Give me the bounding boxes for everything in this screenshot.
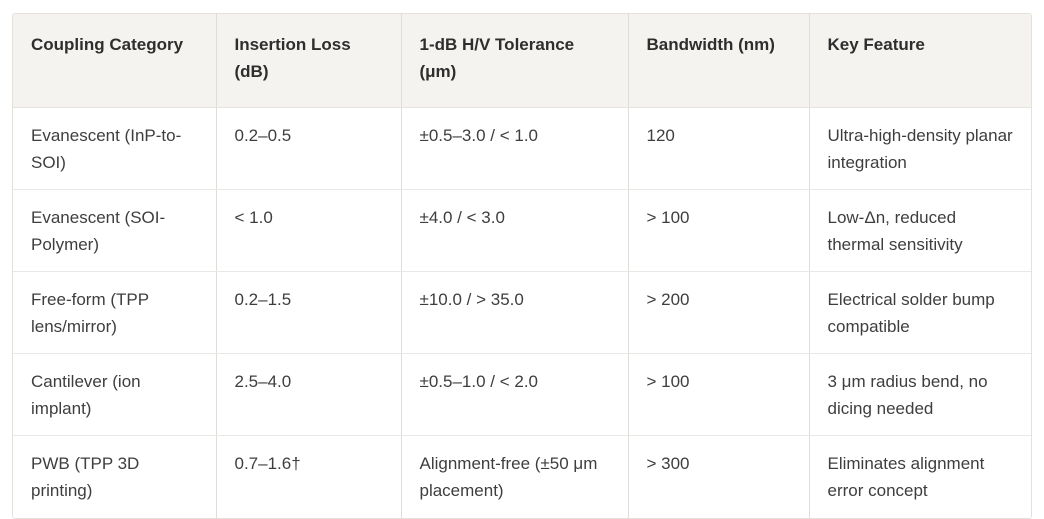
cell-coupling-category: Free-form (TPP lens/mirror)	[13, 271, 217, 354]
cell-coupling-category: Cantilever (ion implant)	[13, 353, 217, 436]
column-header-coupling-category: Coupling Category	[13, 14, 217, 108]
cell-coupling-category: PWB (TPP 3D printing)	[13, 435, 217, 518]
cell-coupling-category: Evanescent (SOI-Polymer)	[13, 189, 217, 272]
cell-bandwidth: 120	[628, 107, 810, 190]
table-row: Cantilever (ion implant) 2.5–4.0 ±0.5–1.…	[13, 353, 1031, 436]
table-row: Evanescent (InP-to-SOI) 0.2–0.5 ±0.5–3.0…	[13, 107, 1031, 190]
cell-key-feature: Low-Δn, reduced thermal sensitivity	[809, 189, 1031, 272]
cell-insertion-loss: < 1.0	[216, 189, 402, 272]
cell-insertion-loss: 0.7–1.6†	[216, 435, 402, 518]
cell-tolerance: ±0.5–3.0 / < 1.0	[401, 107, 629, 190]
cell-bandwidth: > 100	[628, 189, 810, 272]
cell-tolerance: Alignment-free (±50 μm placement)	[401, 435, 629, 518]
table-row: Free-form (TPP lens/mirror) 0.2–1.5 ±10.…	[13, 271, 1031, 354]
cell-key-feature: Ultra-high-density planar integration	[809, 107, 1031, 190]
cell-bandwidth: > 200	[628, 271, 810, 354]
cell-key-feature: Electrical solder bump compatible	[809, 271, 1031, 354]
cell-tolerance: ±0.5–1.0 / < 2.0	[401, 353, 629, 436]
column-header-bandwidth: Bandwidth (nm)	[628, 14, 810, 108]
cell-insertion-loss: 0.2–0.5	[216, 107, 402, 190]
cell-insertion-loss: 0.2–1.5	[216, 271, 402, 354]
cell-tolerance: ±10.0 / > 35.0	[401, 271, 629, 354]
cell-insertion-loss: 2.5–4.0	[216, 353, 402, 436]
table-row: Evanescent (SOI-Polymer) < 1.0 ±4.0 / < …	[13, 189, 1031, 272]
cell-bandwidth: > 100	[628, 353, 810, 436]
cell-key-feature: Eliminates alignment error concept	[809, 435, 1031, 518]
cell-key-feature: 3 μm radius bend, no dicing needed	[809, 353, 1031, 436]
column-header-key-feature: Key Feature	[809, 14, 1031, 108]
header-row: Coupling Category Insertion Loss (dB) 1-…	[13, 14, 1031, 108]
coupling-comparison-table-container: Coupling Category Insertion Loss (dB) 1-…	[12, 13, 1032, 519]
cell-tolerance: ±4.0 / < 3.0	[401, 189, 629, 272]
coupling-comparison-table: Coupling Category Insertion Loss (dB) 1-…	[13, 14, 1031, 518]
cell-coupling-category: Evanescent (InP-to-SOI)	[13, 107, 217, 190]
column-header-insertion-loss: Insertion Loss (dB)	[216, 14, 402, 108]
table-row: PWB (TPP 3D printing) 0.7–1.6† Alignment…	[13, 435, 1031, 518]
cell-bandwidth: > 300	[628, 435, 810, 518]
column-header-tolerance: 1-dB H/V Tolerance (μm)	[401, 14, 629, 108]
